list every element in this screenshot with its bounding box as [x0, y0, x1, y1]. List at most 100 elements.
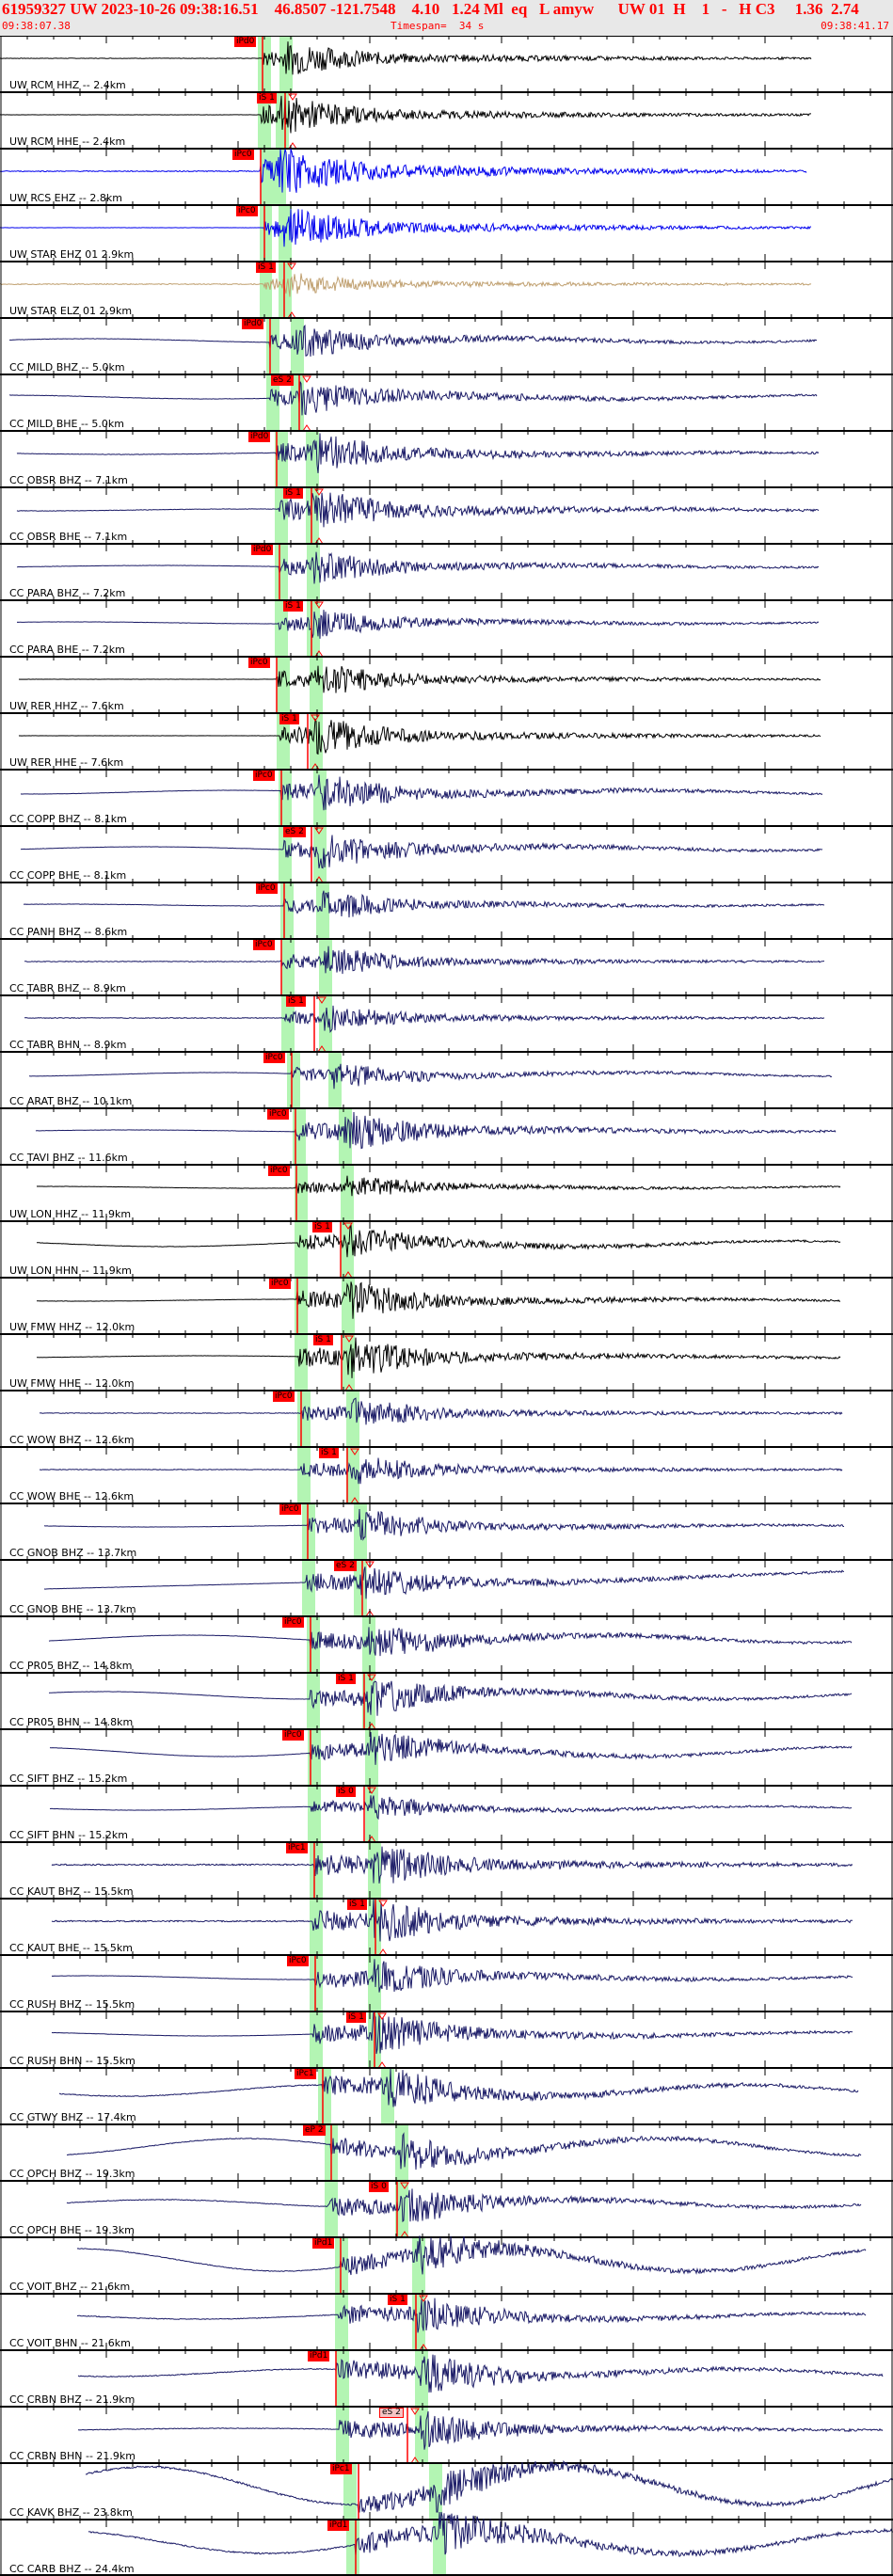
station-label: CC SIFT BHN -- 15.2km	[9, 1829, 128, 1841]
trace-row[interactable]: UW RER HHZ -- 7.6km iPc0	[0, 657, 893, 713]
p-pick-tag[interactable]: iPc0	[268, 1166, 290, 1176]
s-pick-tag[interactable]: iS 1	[313, 1335, 333, 1345]
p-pick-tag[interactable]: iPc1	[330, 2464, 352, 2474]
s-pick-tag[interactable]: eS 2	[379, 2408, 404, 2418]
p-pick-tag[interactable]: iPc0	[232, 150, 254, 160]
waveform-trace	[18, 717, 821, 755]
s-pick-tag[interactable]: iS 0	[369, 2182, 389, 2192]
trace-row[interactable]: CC COPP BHZ -- 8.1km iPc0	[0, 770, 893, 826]
trace-row[interactable]: UW FMW HHE -- 12.0km iS 1	[0, 1334, 893, 1391]
p-pick-tag[interactable]: iPc0	[267, 1109, 289, 1120]
trace-row[interactable]: CC COPP BHE -- 8.1km eS 2	[0, 826, 893, 883]
p-pick-tag[interactable]: iPc0	[263, 1053, 285, 1063]
trace-row[interactable]: CC MILD BHE -- 5.0km eS 2	[0, 374, 893, 431]
p-pick-tag[interactable]: iPc0	[248, 658, 270, 668]
trace-row[interactable]: CC RUSH BHZ -- 15.5km iPc0	[0, 1955, 893, 2012]
p-pick-tag[interactable]: iPc0	[253, 771, 275, 781]
s-pick-tag[interactable]: iS 1	[312, 1222, 332, 1232]
p-pick-tag[interactable]: iPc1	[295, 2069, 316, 2079]
trace-row[interactable]: CC TABR BHN -- 8.9km iS 1	[0, 995, 893, 1052]
s-pick-tag[interactable]: iS 1	[346, 2012, 366, 2023]
p-pick-tag[interactable]: iPd1	[308, 2351, 330, 2361]
station-label: CC MILD BHE -- 5.0km	[9, 418, 124, 430]
p-pick-tag[interactable]: iPc1	[286, 1843, 308, 1853]
trace-row[interactable]: CC KAUT BHE -- 15.5km iS 1	[0, 1899, 893, 1955]
p-pick-tag[interactable]: iPc0	[287, 1956, 309, 1966]
p-pick-tag[interactable]: iPc0	[279, 1504, 301, 1515]
s-pick-tag[interactable]: iS 1	[283, 601, 303, 612]
p-pick-tag[interactable]: iPc0	[253, 940, 275, 950]
trace-row[interactable]: CC MILD BHZ -- 5.0km iPd0	[0, 318, 893, 374]
trace-row[interactable]: CC OBSR BHE -- 7.1km iS 1	[0, 487, 893, 544]
trace-row[interactable]: CC GNOB BHZ -- 13.7km iPc0	[0, 1503, 893, 1560]
p-pick-tag[interactable]: iPc0	[273, 1391, 295, 1402]
trace-row[interactable]: CC SIFT BHZ -- 15.2km iPc0	[0, 1729, 893, 1786]
trace-row[interactable]: UW RER HHE -- 7.6km iS 1	[0, 713, 893, 770]
trace-row[interactable]: UW STAR EHZ 01 2.9km iPc0	[0, 205, 893, 262]
waveform-trace	[77, 2354, 884, 2393]
trace-row[interactable]: CC CARB BHZ -- 24.4km iPd1	[0, 2520, 893, 2576]
trace-row[interactable]: CC WOW BHZ -- 12.6km iPc0	[0, 1391, 893, 1447]
s-pick-tag[interactable]: eS 2	[271, 375, 294, 386]
timespan-label: Timespan= 34 s	[391, 20, 485, 32]
trace-row[interactable]: CC SIFT BHN -- 15.2km iS 0	[0, 1786, 893, 1842]
trace-row[interactable]: UW LON HHN -- 11.9km iS 1	[0, 1221, 893, 1278]
trace-row[interactable]: UW RCM HHE -- 2.4km iS 1	[0, 92, 893, 149]
trace-row[interactable]: CC VOIT BHZ -- 21.6km iPd1	[0, 2237, 893, 2294]
trace-row[interactable]: CC CRBN BHZ -- 21.9km iPd1	[0, 2350, 893, 2407]
trace-row[interactable]: CC PR05 BHN -- 14.8km iS 1	[0, 1673, 893, 1729]
p-pick-tag[interactable]: iPd1	[312, 2238, 335, 2249]
s-pick-tag[interactable]: iS 1	[347, 1900, 367, 1910]
trace-row[interactable]: CC KAVK BHZ -- 23.8km iPc1	[0, 2463, 893, 2520]
trace-row[interactable]: CC PANH BHZ -- 8.6km iPc0	[0, 883, 893, 939]
p-pick-tag[interactable]: iPc0	[282, 1617, 304, 1628]
p-pick-tag[interactable]: iPc0	[236, 206, 258, 216]
trace-row[interactable]: CC PARA BHE -- 7.2km iS 1	[0, 600, 893, 657]
s-pick-tag[interactable]: iS 1	[286, 996, 306, 1007]
p-pick-tag[interactable]: iPd1	[327, 2520, 350, 2531]
s-pick-tag[interactable]: iS 1	[256, 262, 276, 273]
trace-row[interactable]: CC RUSH BHN -- 15.5km iS 1	[0, 2012, 893, 2068]
trace-row[interactable]: CC ARAT BHZ -- 10.1km iPc0	[0, 1052, 893, 1108]
s-pick-tag[interactable]: iS 1	[319, 1448, 339, 1458]
trace-row[interactable]: CC OPCH BHZ -- 19.3km eP 2	[0, 2124, 893, 2181]
trace-row[interactable]: CC GTWY BHZ -- 17.4km iPc1	[0, 2068, 893, 2124]
trace-row[interactable]: CC OBSR BHZ -- 7.1km iPd0	[0, 431, 893, 487]
trace-row[interactable]: CC TAVI BHZ -- 11.6km iPc0	[0, 1108, 893, 1165]
s-pick-tag[interactable]: iS 0	[336, 1787, 356, 1797]
trace-row[interactable]: CC CRBN BHN -- 21.9km eS 2	[0, 2407, 893, 2463]
trace-row[interactable]: CC KAUT BHZ -- 15.5km iPc1	[0, 1842, 893, 1899]
trace-row[interactable]: UW LON HHZ -- 11.9km iPc0	[0, 1165, 893, 1221]
s-pick-tag[interactable]: iS 1	[257, 93, 277, 103]
s-pick-tag[interactable]: eS 2	[283, 827, 306, 837]
s-pick-tag[interactable]: eS 2	[334, 1561, 357, 1571]
trace-row[interactable]: CC OPCH BHE -- 19.3km iS 0	[0, 2181, 893, 2237]
p-pick-tag[interactable]: iPd0	[242, 319, 264, 329]
p-pick-tag[interactable]: iPc0	[256, 883, 278, 894]
p-pick-tag[interactable]: iPd0	[251, 545, 274, 555]
p-pick-tag[interactable]: eP 2	[303, 2125, 326, 2136]
s-pick-tag[interactable]: iS 1	[283, 488, 303, 499]
trace-row[interactable]: UW FMW HHZ -- 12.0km iPc0	[0, 1278, 893, 1334]
p-pick-tag[interactable]: iPd0	[248, 432, 271, 442]
s-pick-tag[interactable]: iS 1	[279, 714, 299, 724]
trace-row[interactable]: CC PR05 BHZ -- 14.8km iPc0	[0, 1616, 893, 1673]
trace-row[interactable]: UW RCM HHZ -- 2.4km iPd0	[0, 36, 893, 92]
trace-row[interactable]: UW STAR ELZ 01 2.9km iS 1	[0, 262, 893, 318]
s-pick-tag[interactable]: iS 1	[336, 1674, 356, 1684]
waveform-trace	[18, 665, 821, 693]
trace-row[interactable]: CC WOW BHE -- 12.6km iS 1	[0, 1447, 893, 1503]
trace-row[interactable]: CC PARA BHZ -- 7.2km iPd0	[0, 544, 893, 600]
station-label: CC ARAT BHZ -- 10.1km	[9, 1095, 133, 1107]
trace-row[interactable]: CC TABR BHZ -- 8.9km iPc0	[0, 939, 893, 995]
p-pick-tag[interactable]: iPc0	[282, 1730, 304, 1741]
waveform-canvas[interactable]	[0, 36, 893, 2576]
waveform-trace	[20, 835, 823, 869]
seismogram-panel[interactable]: UW RCM HHZ -- 2.4km iPd0 UW RCM HHE -- 2.4…	[0, 36, 893, 2576]
s-pick-tag[interactable]: iS 1	[388, 2295, 407, 2305]
p-pick-tag[interactable]: iPc0	[269, 1279, 291, 1289]
trace-row[interactable]: CC GNOB BHE -- 13.7km eS 2	[0, 1560, 893, 1616]
p-pick-tag[interactable]: iPd0	[234, 37, 257, 47]
trace-row[interactable]: CC VOIT BHN -- 21.6km iS 1	[0, 2294, 893, 2350]
trace-row[interactable]: UW RCS EHZ -- 2.8km iPc0	[0, 149, 893, 205]
